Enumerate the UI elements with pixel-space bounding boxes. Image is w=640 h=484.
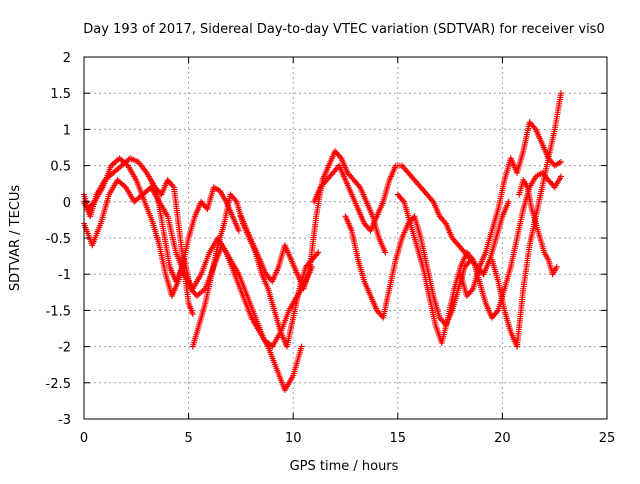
data-point-marker: [505, 198, 512, 205]
data-point-marker: [429, 197, 436, 204]
data-layer: [81, 90, 564, 394]
data-point-marker: [355, 182, 362, 189]
data-point-marker: [315, 249, 322, 256]
data-point-marker: [480, 271, 487, 278]
y-tick-label: -1: [58, 268, 71, 283]
data-point-marker: [189, 311, 196, 318]
data-point-marker: [90, 200, 97, 207]
y-tick-label: -1.5: [46, 304, 71, 319]
x-tick-label: 15: [390, 431, 407, 446]
series-trace-10: [457, 119, 564, 299]
data-point-marker: [337, 153, 344, 160]
x-axis-label: GPS time / hours: [290, 459, 399, 474]
y-tick-label: 0: [63, 196, 71, 211]
data-point-marker: [121, 183, 128, 190]
data-point-marker: [468, 287, 475, 294]
series-trace-12: [516, 177, 560, 278]
data-point-marker: [468, 255, 475, 262]
data-point-marker: [557, 158, 564, 165]
series-trace-7: [311, 162, 512, 278]
tick-layer: 0 5 10 15 20 25 -3 -2.5 -2 -1.5 -1 -0.5 0 0.5 1 1.5 2: [46, 51, 616, 446]
data-point-marker: [493, 308, 500, 315]
y-tick-label: 0.5: [50, 160, 71, 175]
data-point-marker: [169, 182, 176, 189]
y-tick-label: -3: [58, 413, 71, 428]
data-point-marker: [399, 197, 406, 204]
data-point-marker: [232, 197, 239, 204]
data-point-marker: [235, 227, 242, 234]
y-axis-label: SDTVAR / TECUs: [8, 185, 23, 292]
data-point-marker: [314, 250, 321, 257]
series-trace-6: [237, 148, 389, 292]
data-point-marker: [441, 219, 448, 226]
x-tick-label: 5: [184, 431, 192, 446]
data-point-marker: [553, 263, 560, 270]
data-point-marker: [298, 343, 305, 350]
y-tick-label: -2.5: [46, 377, 71, 392]
y-tick-label: -0.5: [46, 232, 71, 247]
data-point-marker: [200, 286, 207, 293]
y-tick-label: -2: [58, 341, 71, 356]
x-tick-label: 20: [494, 431, 511, 446]
data-point-marker: [123, 161, 130, 168]
data-point-marker: [382, 249, 389, 256]
x-tick-label: 10: [285, 431, 302, 446]
series-trace-11: [488, 90, 564, 350]
data-point-marker: [557, 90, 564, 97]
y-tick-label: 1: [63, 123, 71, 138]
x-tick-label: 0: [80, 431, 88, 446]
data-point-marker: [557, 173, 564, 180]
y-tick-label: 1.5: [50, 87, 71, 102]
y-tick-label: 2: [63, 51, 71, 66]
x-tick-label: 25: [599, 431, 616, 446]
data-point-marker: [531, 124, 538, 131]
series-trace-5: [147, 177, 242, 285]
chart-title: Day 193 of 2017, Sidereal Day-to-day VTE…: [83, 22, 604, 37]
